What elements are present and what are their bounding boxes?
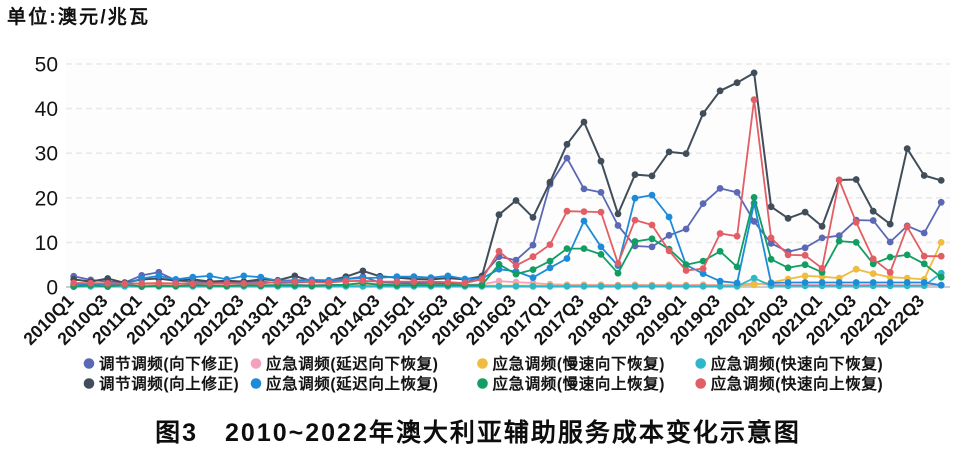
svg-text:应急调频(延迟向上恢复): 应急调频(延迟向上恢复) (266, 374, 439, 393)
svg-text:调节调频(向上修正): 调节调频(向上修正) (99, 374, 239, 393)
svg-text:20: 20 (35, 187, 58, 210)
svg-text:单位:澳元/兆瓦: 单位:澳元/兆瓦 (7, 5, 150, 28)
svg-text:应急调频(慢速向下恢复): 应急调频(慢速向下恢复) (493, 354, 666, 373)
svg-text:40: 40 (35, 98, 58, 121)
svg-text:应急调频(延迟向下恢复): 应急调频(延迟向下恢复) (266, 354, 439, 373)
svg-text:30: 30 (35, 143, 58, 166)
svg-text:应急调频(快速向上恢复): 应急调频(快速向上恢复) (711, 374, 884, 393)
svg-text:50: 50 (35, 54, 58, 77)
svg-text:应急调频(慢速向上恢复): 应急调频(慢速向上恢复) (493, 374, 666, 393)
svg-text:0: 0 (46, 277, 58, 300)
svg-text:图3 2010~2022年澳大利亚辅助服务成本变化示意图: 图3 2010~2022年澳大利亚辅助服务成本变化示意图 (155, 418, 801, 447)
svg-text:应急调频(快速向下恢复): 应急调频(快速向下恢复) (711, 354, 884, 373)
svg-text:10: 10 (35, 232, 58, 255)
svg-text:调节调频(向下修正): 调节调频(向下修正) (99, 354, 239, 373)
